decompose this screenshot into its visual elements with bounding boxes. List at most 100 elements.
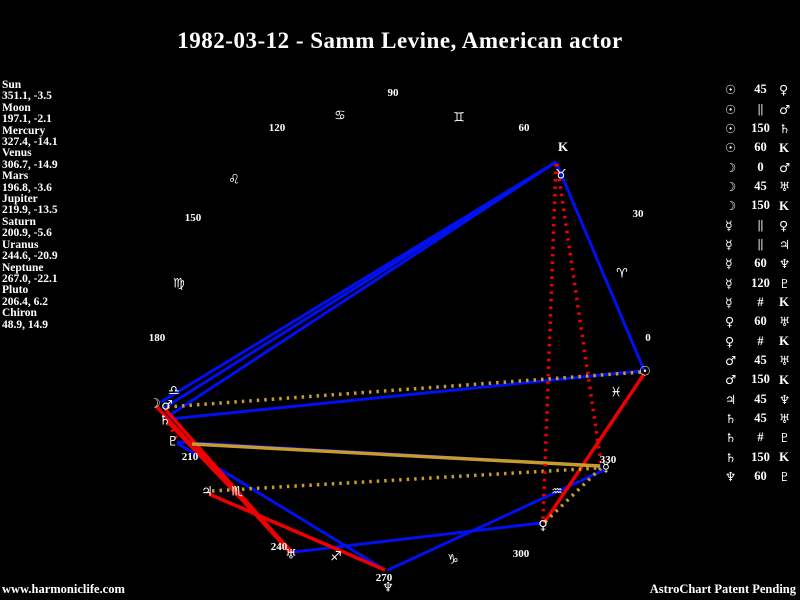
chiron-icon: K [779, 371, 790, 387]
degree-label-300: 300 [512, 548, 530, 560]
aspect-value: 60 [754, 140, 767, 155]
planet-entry: Jupiter 219.9, -13.5 [2, 193, 58, 217]
venus-icon: ♀ [725, 314, 735, 330]
aspect-row: ♂ 150 K [725, 370, 797, 389]
patent-notice: AstroChart Patent Pending [649, 582, 796, 596]
aspect-value: # [757, 430, 764, 445]
degree-label-270: 270 [375, 572, 393, 584]
aspect-row: ☉ 45 ♀ [725, 80, 797, 99]
venus-icon: ♀ [779, 217, 789, 233]
aspect-value: 45 [754, 82, 767, 97]
planet-entry: Mars 196.8, -3.6 [2, 170, 52, 194]
aspect-list: ☉ 45 ♀ ☉ || ♂ ☉ 150 ♄ ☉ 60 K ☽ 0 ♂ ☽ 45 ♅ ☽ 150 K ☿ || ♀ ☿ || ♃ ☿ 60… [725, 80, 797, 486]
degree-label-60: 60 [518, 122, 530, 134]
moon-planet-icon: ☽ [149, 396, 161, 412]
aspect-line-jupiter-neptune-45 [208, 492, 386, 572]
aspect-value: 0 [757, 159, 764, 174]
mercury-icon: ☿ [725, 236, 733, 252]
aspect-value: 45 [754, 352, 767, 367]
pluto-icon: ♇ [779, 430, 791, 446]
cancer-sign-icon: ♋ [334, 108, 346, 124]
saturn-planet-icon: ♄ [159, 413, 171, 429]
neptune-planet-icon: ♆ [382, 580, 394, 596]
aspect-value: # [757, 333, 764, 348]
aspect-value: # [757, 294, 764, 309]
taurus-sign-icon: ♉ [555, 167, 567, 183]
saturn-icon: ♄ [725, 430, 737, 446]
mercury-icon: ☿ [725, 256, 733, 272]
aspect-row: ☿ # K [725, 293, 797, 312]
aspect-value: || [757, 236, 764, 251]
sun-icon: ☉ [725, 82, 737, 98]
degree-label-330: 330 [599, 454, 617, 466]
page-title: 1982-03-12 - Samm Levine, American actor [177, 28, 623, 53]
degree-label-210: 210 [181, 451, 199, 463]
aspect-value: 150 [751, 120, 770, 135]
saturn-icon: ♄ [725, 411, 737, 427]
libra-sign-icon: ♎ [168, 383, 180, 399]
aspect-value: || [757, 101, 764, 116]
aspect-value: 150 [751, 372, 770, 387]
aspect-row: ♀ # K [725, 331, 797, 350]
sun-icon: ☉ [725, 101, 737, 117]
uranus-icon: ♅ [779, 314, 791, 330]
venus-icon: ♀ [779, 82, 789, 98]
mars-planet-icon: ♂ [161, 398, 173, 414]
mercury-icon: ☿ [725, 294, 733, 310]
aquarius-sign-icon: ♒ [551, 484, 563, 500]
mars-icon: ♂ [725, 372, 737, 388]
aspect-row: ☉ 60 K [725, 138, 797, 157]
aspect-row: ☽ 45 ♅ [725, 177, 797, 196]
planet-entry: Moon 197.1, -2.1 [2, 101, 52, 126]
chiron-icon: K [779, 197, 790, 213]
degree-label-30: 30 [632, 208, 644, 220]
aspect-value: 150 [751, 198, 770, 213]
aspect-row: ☽ 150 K [725, 196, 797, 215]
website-watermark: www.harmoniclife.com [2, 582, 125, 596]
aspect-line-mars-chiron-150 [163, 160, 557, 410]
aspect-value: 60 [754, 256, 767, 271]
moon-icon: ☽ [725, 159, 737, 175]
chiron-planet-icon: K [557, 139, 569, 154]
aspect-value: 60 [754, 314, 767, 329]
aspect-row: ♃ 45 ♆ [725, 390, 797, 409]
aspect-line-sun-chiron-60 [554, 161, 646, 371]
jupiter-icon: ♃ [779, 236, 791, 252]
aspect-line-mercury-venus-par [543, 465, 604, 524]
aspect-value: 45 [754, 178, 767, 193]
neptune-icon: ♆ [779, 391, 791, 407]
degree-label-150: 150 [184, 212, 202, 224]
planet-entry: Venus 306.7, -14.9 [2, 147, 58, 171]
aspect-line-mercury-jupiter-par [191, 442, 601, 468]
mercury-icon: ☿ [725, 217, 733, 233]
degree-label-0: 0 [645, 332, 651, 344]
sun-icon: ☉ [725, 140, 737, 156]
planet-entry: Uranus 244.6, -20.9 [2, 238, 58, 263]
pluto-icon: ♇ [779, 469, 791, 485]
aspect-value: || [757, 217, 764, 232]
aspect-row: ☿ 60 ♆ [725, 254, 797, 273]
planet-entry: Mercury 327.4, -14.1 [2, 124, 58, 149]
aspect-row: ☉ || ♂ [725, 99, 797, 118]
aspect-row: ♀ 60 ♅ [725, 312, 797, 331]
uranus-icon: ♅ [779, 411, 791, 427]
moon-icon: ☽ [725, 198, 737, 214]
jupiter-planet-icon: ♃ [201, 484, 213, 500]
sun-planet-icon: ☉ [639, 364, 651, 380]
aspect-value: 60 [754, 469, 767, 484]
saturn-icon: ♄ [725, 449, 737, 465]
aspect-value: 150 [751, 449, 770, 464]
aspect-row: ♄ # ♇ [725, 428, 797, 447]
aspect-row: ☿ 120 ♇ [725, 273, 797, 292]
aspect-value: 45 [754, 411, 767, 426]
aspect-row: ☿ || ♃ [725, 235, 797, 254]
aspect-line-mercury-chiron-contra [555, 163, 603, 464]
sun-icon: ☉ [725, 120, 737, 136]
aspect-row: ♄ 45 ♅ [725, 409, 797, 428]
leo-sign-icon: ♌ [228, 172, 240, 188]
aspect-row: ☉ 150 ♄ [725, 119, 797, 138]
aspect-value: 120 [751, 275, 770, 290]
sagittarius-sign-icon: ♐ [330, 549, 342, 565]
saturn-icon: ♄ [779, 120, 791, 136]
